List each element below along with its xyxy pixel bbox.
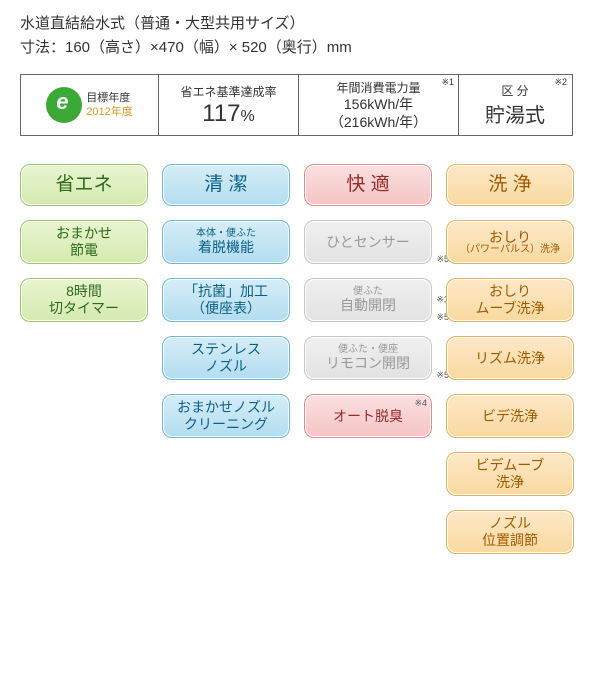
feature-line1: おまかせ <box>56 225 112 242</box>
spec-type-cell: ※2 区 分 貯湯式 <box>459 75 571 135</box>
feature-pill: ビデムーブ洗浄 <box>446 452 574 496</box>
eco-logo-icon <box>46 87 82 123</box>
rate-label: 省エネ基準達成率 <box>180 83 276 100</box>
spec-rate-cell: 省エネ基準達成率 117% <box>159 75 299 135</box>
type-sup: ※2 <box>554 77 567 88</box>
feature-line1: おまかせノズル <box>177 399 275 416</box>
eco-text: 目標年度 2012年度 <box>86 91 132 120</box>
power-label: 年間消費電力量 <box>336 79 420 96</box>
feature-pill: 本体・便ふた着脱機能 <box>162 220 290 264</box>
power-sup: ※1 <box>441 77 454 88</box>
column-header: 快 適 <box>304 164 432 206</box>
type-label: 区 分 <box>501 82 528 99</box>
header-line1: 水道直結給水式（普通・大型共用サイズ） <box>20 12 573 36</box>
feature-pill: 8時間切タイマー <box>20 278 148 322</box>
feature-line1: リズム洗浄 <box>475 350 545 367</box>
feature-line1: ビデ洗浄 <box>482 408 538 425</box>
rate-unit: % <box>241 108 255 125</box>
feature-pill: オート脱臭 ※4 <box>304 394 432 438</box>
header-block: 水道直結給水式（普通・大型共用サイズ） 寸法：160（高さ）×470（幅）× 5… <box>20 12 573 60</box>
power-line2: （216kWh/年） <box>330 114 427 132</box>
rate-value-wrap: 117% <box>202 100 255 128</box>
feature-line2: 切タイマー <box>49 300 119 317</box>
column-header: 洗 浄 <box>446 164 574 206</box>
feature-line1: 8時間 <box>66 283 102 300</box>
feature-line2: クリーニング <box>184 416 268 433</box>
feature-pill: ノズル位置調節 <box>446 510 574 554</box>
rate-value: 117 <box>202 100 240 127</box>
feature-pill: おまかせノズルクリーニング <box>162 394 290 438</box>
header-line2: 寸法：160（高さ）×470（幅）× 520（奥行）mm <box>20 36 573 60</box>
feature-grid: 省エネ清 潔快 適洗 浄おまかせ節電本体・便ふた着脱機能ひとセンサー※5おしり（… <box>20 164 573 554</box>
feature-line1: ビデムーブ <box>476 457 545 474</box>
feature-line2: 洗浄 <box>496 474 524 491</box>
spec-table: 目標年度 2012年度 省エネ基準達成率 117% ※1 年間消費電力量 156… <box>20 74 573 136</box>
power-line1: 156kWh/年 <box>344 96 413 114</box>
feature-pill: ビデ洗浄 <box>446 394 574 438</box>
feature-pill: おまかせ節電 <box>20 220 148 264</box>
feature-line1: 自動開閉 <box>340 297 396 314</box>
footnote-marker: ※4 <box>414 398 427 409</box>
feature-subtext: 本体・便ふた <box>196 229 256 239</box>
feature-pill: おしり（パワーパルス）洗浄 <box>446 220 574 264</box>
feature-line1: 着脱機能 <box>198 239 254 256</box>
feature-pill: ステンレスノズル <box>162 336 290 380</box>
feature-line2: （便座表） <box>191 300 261 317</box>
feature-subtext: 便ふた・便座 <box>338 345 398 355</box>
feature-line2: 節電 <box>70 242 98 259</box>
column-header: 省エネ <box>20 164 148 206</box>
feature-line1: オート脱臭 <box>333 408 403 425</box>
eco-label1: 目標年度 <box>86 91 132 105</box>
feature-line2: ノズル <box>205 358 247 375</box>
column-header: 清 潔 <box>162 164 290 206</box>
feature-line2: ムーブ洗浄 <box>475 300 544 317</box>
eco-label2: 2012年度 <box>86 105 132 119</box>
spec-power-cell: ※1 年間消費電力量 156kWh/年 （216kWh/年） <box>299 75 459 135</box>
feature-subtext: 便ふた <box>353 287 383 297</box>
feature-line1: リモコン開閉 <box>326 355 410 372</box>
feature-line1: ステンレス <box>191 341 261 358</box>
feature-line2: 位置調節 <box>482 532 538 549</box>
feature-line1: おしり <box>489 229 531 246</box>
type-value: 貯湯式 <box>485 99 545 128</box>
feature-pill: 便ふた・便座リモコン開閉※5 <box>304 336 432 380</box>
spec-eco-cell: 目標年度 2012年度 <box>21 75 159 135</box>
feature-pill: 便ふた自動開閉※3※5 <box>304 278 432 322</box>
feature-subtext2: （パワーパルス）洗浄 <box>460 245 560 255</box>
feature-pill: 「抗菌」加工（便座表） <box>162 278 290 322</box>
feature-line1: おしり <box>489 283 531 300</box>
feature-pill: おしりムーブ洗浄 <box>446 278 574 322</box>
feature-line1: ひとセンサー <box>326 234 410 251</box>
feature-line1: ノズル <box>489 515 531 532</box>
feature-line1: 「抗菌」加工 <box>184 283 268 300</box>
feature-pill: リズム洗浄 <box>446 336 574 380</box>
feature-pill: ひとセンサー※5 <box>304 220 432 264</box>
